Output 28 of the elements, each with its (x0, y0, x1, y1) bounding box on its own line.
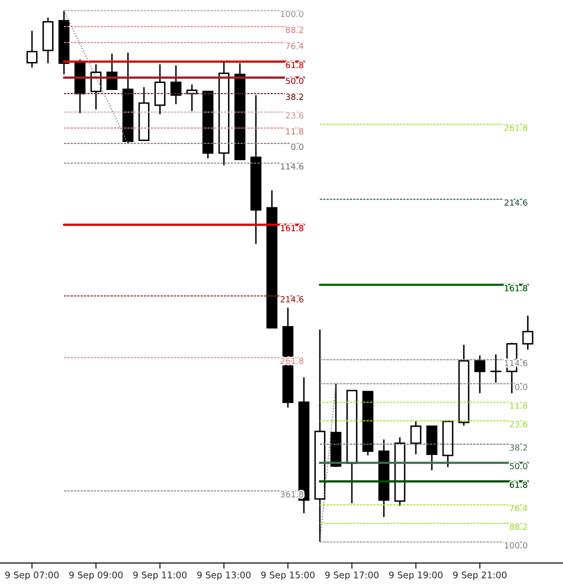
series-label: 0.0 (291, 144, 304, 150)
x-tick-label: 9 Sep 09:00 (69, 571, 123, 580)
series-label: 114.6 (280, 163, 304, 170)
series-label: 76.4 (286, 42, 304, 49)
series-label: 214.6 (504, 199, 528, 206)
series-label: 0.0 (515, 384, 528, 390)
series-label: 50.0 (510, 462, 528, 470)
series-label: 11.8 (510, 402, 528, 409)
series-label: 23.6 (286, 112, 304, 119)
series-label: 88.2 (510, 524, 527, 530)
x-tick-label: 9 Sep 17:00 (325, 571, 379, 580)
x-tick-label: 9 Sep 15:00 (261, 571, 315, 580)
x-tick-label: 9 Sep 07:00 (5, 571, 59, 580)
series-label: 261.8 (504, 124, 528, 131)
series-label: 161.8 (504, 284, 528, 292)
x-tick-label: 9 Sep 19:00 (389, 571, 443, 580)
series-label: 100.0 (504, 542, 528, 548)
series-label: 38.2 (510, 444, 527, 451)
series-label: 11.8 (286, 128, 304, 135)
x-tick-label: 9 Sep 13:00 (197, 571, 251, 580)
series-label: 100.0 (280, 10, 304, 18)
x-tick-label: 9 Sep 11:00 (133, 571, 187, 580)
series-label: 76.4 (510, 504, 528, 512)
series-label: 23.6 (510, 420, 528, 428)
x-tick-label: 9 Sep 21:00 (453, 571, 506, 580)
series-label: 214.6 (280, 296, 304, 302)
series-label: 88.2 (286, 26, 304, 34)
series-label: 38.2 (286, 94, 304, 100)
